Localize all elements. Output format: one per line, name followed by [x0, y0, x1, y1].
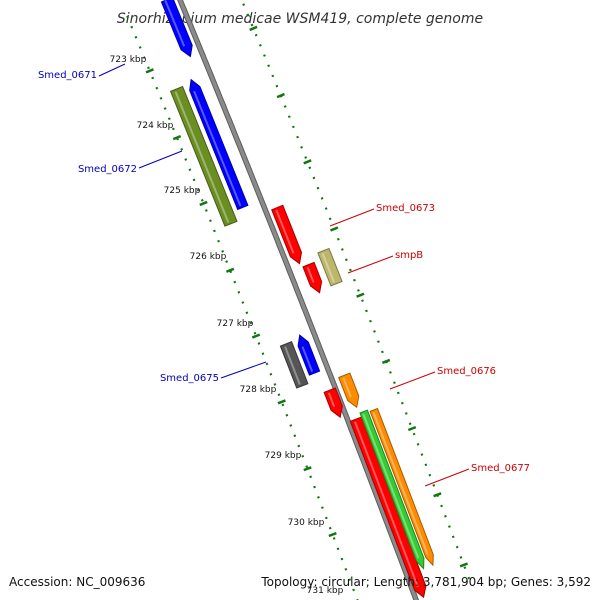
gene-feature[interactable] — [297, 334, 321, 376]
left-tick-track — [126, 15, 359, 600]
gene-feature[interactable] — [279, 341, 309, 389]
gene-highlight — [164, 0, 186, 47]
gene-feature[interactable] — [349, 416, 427, 599]
major-tick — [330, 226, 339, 232]
gene-feature[interactable] — [271, 204, 303, 265]
gene-arrow[interactable] — [279, 341, 309, 389]
major-tick — [251, 333, 261, 339]
major-tick — [199, 200, 208, 207]
major-tick — [145, 68, 154, 74]
gene-label[interactable]: Smed_0672 — [78, 164, 137, 175]
major-tick — [172, 134, 182, 141]
gene-arrow[interactable] — [359, 409, 425, 570]
major-tick — [328, 531, 337, 538]
gene-highlight — [174, 91, 230, 223]
tick-labels: 723 kbp 724 kbp 725 kbp 726 kbp 727 kbp 728 k… — [110, 55, 344, 596]
genome-summary-text: Topology: circular; Length: 3,781,904 bp… — [260, 575, 591, 589]
gene-arrow[interactable] — [369, 407, 434, 567]
gene-arrow[interactable] — [349, 416, 427, 599]
major-tick — [249, 25, 258, 32]
backbone-layer — [177, 0, 420, 600]
gene-highlight — [301, 346, 314, 373]
gene-leader-line — [424, 468, 470, 487]
gene-feature[interactable] — [160, 0, 193, 58]
gene-arrow[interactable] — [297, 334, 321, 376]
gene-label[interactable]: Smed_0673 — [376, 203, 435, 214]
gene-arrow[interactable] — [169, 85, 238, 227]
gene-leader-line — [138, 150, 183, 169]
gene-arrow[interactable] — [189, 78, 249, 211]
map-title: Sinorhizobium medicae WSM419, complete g… — [117, 11, 483, 27]
gene-feature[interactable] — [317, 247, 343, 287]
gene-leader-line — [98, 63, 126, 77]
genes-layer — [160, 0, 434, 599]
gene-highlight — [321, 252, 335, 283]
gene-arrow[interactable] — [323, 387, 343, 419]
major-tick — [303, 159, 312, 165]
gene-highlight — [342, 377, 352, 398]
gene-label[interactable]: Smed_0671 — [38, 70, 97, 81]
gene-highlight — [327, 392, 336, 408]
tick-label: 724 kbp — [137, 121, 174, 131]
gene-highlight — [284, 346, 301, 385]
gene-feature[interactable] — [189, 78, 249, 211]
major-tick — [459, 562, 469, 568]
gene-arrow[interactable] — [317, 247, 343, 287]
gene-feature[interactable] — [369, 407, 434, 567]
gene-highlight — [354, 421, 419, 588]
gene-highlight — [306, 266, 315, 283]
gene-feature[interactable] — [338, 372, 360, 409]
gene-label[interactable]: Smed_0677 — [471, 463, 530, 474]
gene-feature[interactable] — [302, 261, 323, 294]
gene-label[interactable]: Smed_0676 — [437, 366, 496, 377]
tick-label: 731 kbp — [307, 586, 344, 596]
gene-highlight — [372, 412, 429, 555]
gene-feature[interactable] — [323, 387, 343, 419]
right-tick-track — [240, 0, 471, 582]
tick-tracks — [126, 0, 471, 600]
major-tick — [381, 358, 391, 364]
gene-arrow[interactable] — [302, 261, 323, 294]
gene-highlight — [193, 90, 242, 207]
major-tick — [303, 466, 312, 472]
tick-label: 730 kbp — [288, 518, 325, 528]
gene-leader-line — [389, 371, 436, 390]
tick-label: 725 kbp — [164, 186, 201, 196]
backbone-line — [178, 0, 418, 600]
gene-leader-line — [347, 255, 394, 274]
major-tick — [225, 267, 235, 273]
gene-arrow[interactable] — [271, 204, 303, 265]
major-tick — [276, 92, 285, 99]
gene-leader-line — [329, 208, 375, 227]
major-tick — [433, 492, 442, 498]
tick-label: 728 kbp — [240, 385, 277, 395]
gene-arrow[interactable] — [160, 0, 193, 58]
gene-feature[interactable] — [359, 409, 425, 570]
gene-arrow[interactable] — [338, 372, 360, 409]
major-tick — [356, 292, 365, 298]
gene-labels: Smed_0671 Smed_0672 Smed_0673 smpB Smed_0675… — [38, 63, 530, 487]
gene-leader-line — [220, 361, 267, 379]
tick-label: 723 kbp — [110, 55, 147, 65]
tick-label: 726 kbp — [190, 252, 227, 262]
tick-label: 729 kbp — [265, 451, 302, 461]
tick-label: 727 kbp — [217, 319, 254, 329]
gene-feature[interactable] — [169, 85, 238, 227]
gene-label[interactable]: Smed_0675 — [160, 373, 219, 384]
gene-highlight — [275, 209, 295, 254]
accession-text: Accession: NC_009636 — [9, 575, 145, 589]
gene-highlight — [362, 413, 420, 559]
gene-label[interactable]: smpB — [395, 250, 423, 261]
major-tick — [407, 425, 417, 432]
major-tick — [277, 399, 286, 405]
